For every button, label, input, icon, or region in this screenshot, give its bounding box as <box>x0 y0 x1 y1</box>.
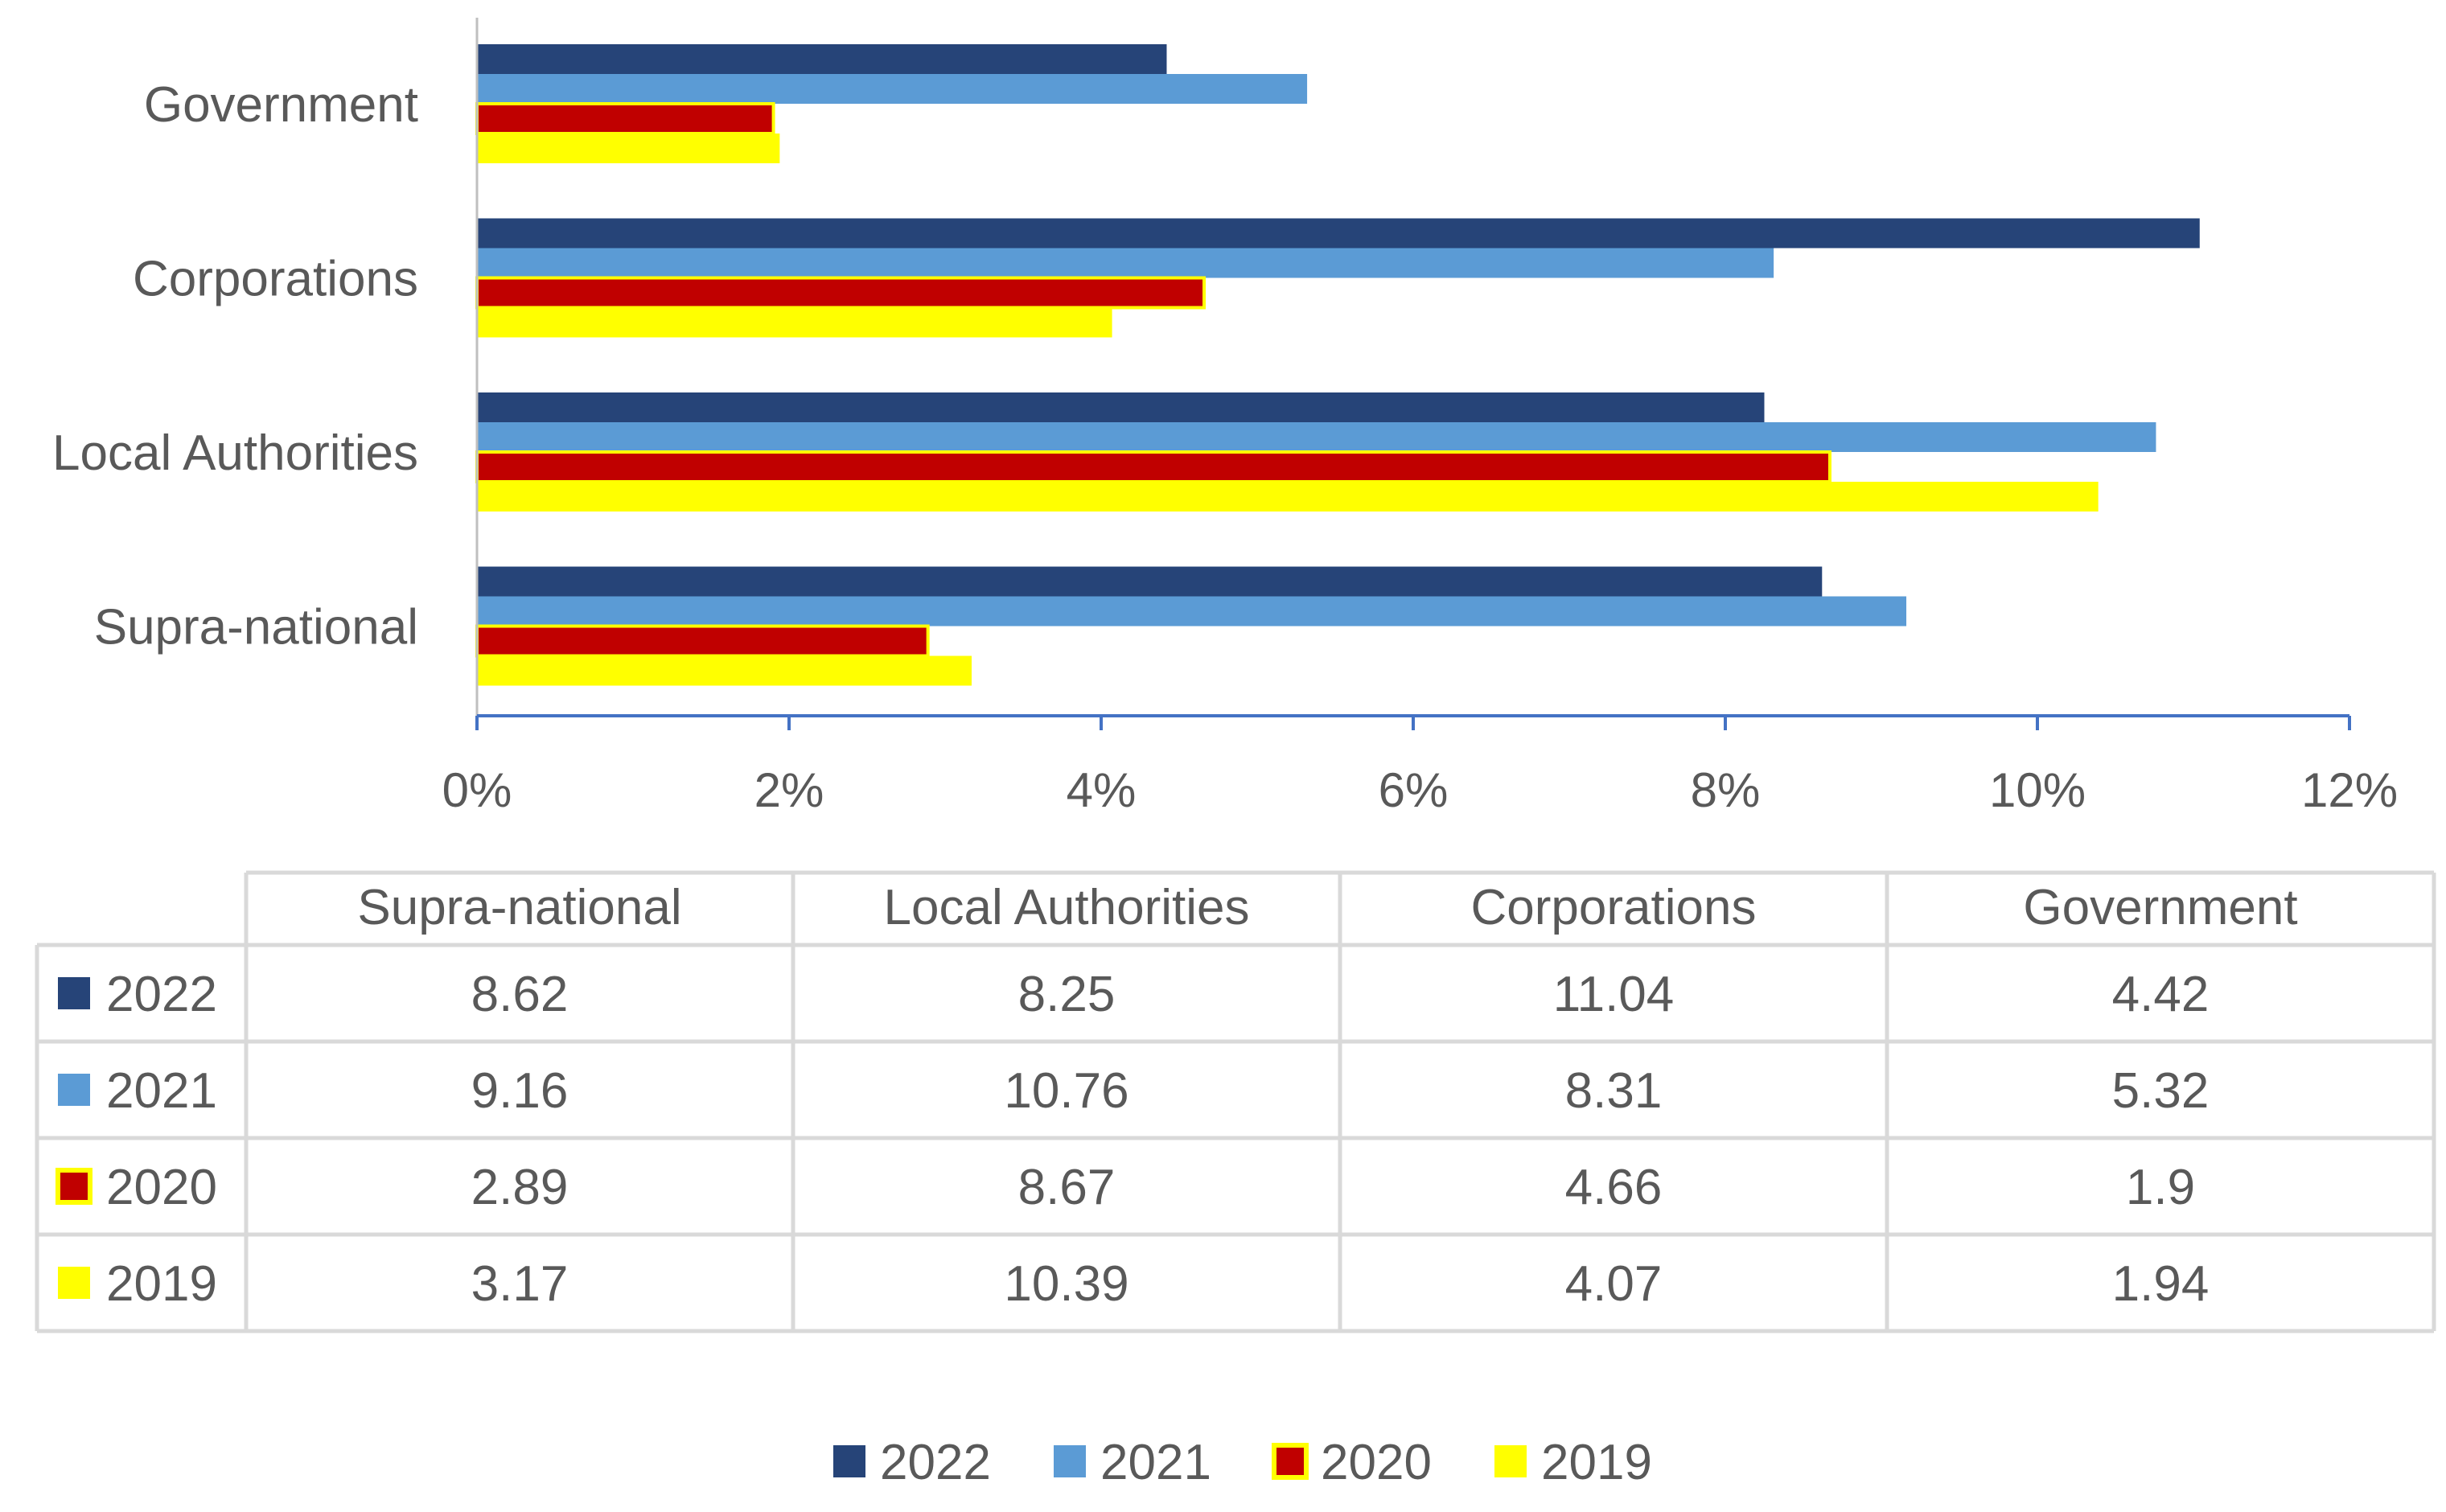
bar-government-2020 <box>475 102 775 135</box>
axes-group <box>475 18 2351 730</box>
table-key-2019 <box>58 1267 90 1299</box>
bar-corporations-2021 <box>477 248 1774 278</box>
x-tick-label: 4% <box>1067 763 1137 817</box>
category-label-supra-national: Supra-national <box>94 600 418 655</box>
table-key-2020 <box>55 1168 92 1205</box>
table-cell-2021-corporations: 8.31 <box>1565 1063 1663 1119</box>
x-tick-label: 2% <box>754 763 824 817</box>
table-header-supra-national: Supra-national <box>357 880 681 935</box>
category-label-government: Government <box>144 77 418 133</box>
table-cell-2022-government: 4.42 <box>2112 967 2210 1022</box>
legend-label-2022: 2022 <box>880 1435 991 1490</box>
legend-key-2019 <box>1494 1445 1527 1477</box>
data-table: Supra-national Local Authorities Corporati… <box>35 870 2436 1333</box>
legend: 2022 2021 2020 2019 <box>833 1435 1652 1490</box>
legend-key-2021 <box>1054 1445 1086 1477</box>
table-cell-2020-government: 1.9 <box>2126 1160 2195 1215</box>
bars-group <box>475 44 2200 686</box>
bar-supra-national-2022 <box>477 566 1823 597</box>
bar-local-authorities-2020 <box>475 450 1831 483</box>
table-row-label-2020: 2020 <box>106 1160 217 1215</box>
legend-label-2021: 2021 <box>1100 1435 1211 1490</box>
table-cell-2020-local-authorities: 8.67 <box>1018 1160 1116 1215</box>
table-cell-2019-local-authorities: 10.39 <box>1004 1256 1128 1312</box>
x-tick-label: 8% <box>1691 763 1761 817</box>
table-key-2021 <box>58 1074 90 1106</box>
legend-key-2022 <box>833 1445 865 1477</box>
bar-corporations-2020 <box>475 276 1207 310</box>
bar-government-2021 <box>477 74 1308 104</box>
x-tick-label: 10% <box>1989 763 2086 817</box>
category-label-corporations: Corporations <box>133 252 418 307</box>
table-cell-2021-supra-national: 9.16 <box>471 1063 569 1119</box>
table-header-corporations: Corporations <box>1471 880 1757 935</box>
bar-local-authorities-2022 <box>477 392 1765 422</box>
table-cell-2019-supra-national: 3.17 <box>471 1256 569 1312</box>
table-key-2022 <box>58 977 90 1009</box>
legend-label-2020: 2020 <box>1321 1435 1432 1490</box>
table-row-label-2021: 2021 <box>106 1063 217 1119</box>
legend-label-2019: 2019 <box>1541 1435 1652 1490</box>
category-labels-group: Supra-national Local Authorities Corporati… <box>52 77 418 655</box>
category-label-local-authorities: Local Authorities <box>52 425 418 481</box>
table-cell-2019-corporations: 4.07 <box>1565 1256 1663 1312</box>
bar-local-authorities-2019 <box>477 482 2099 512</box>
bar-corporations-2019 <box>477 307 1112 338</box>
bar-corporations-2022 <box>477 218 2200 249</box>
x-tick-labels-group: 0% 2% 4% 6% 8% 10% 12% <box>442 763 2398 817</box>
bar-supra-national-2020 <box>475 624 930 658</box>
bar-supra-national-2019 <box>477 655 972 686</box>
table-cell-2022-supra-national: 8.62 <box>471 967 569 1022</box>
table-header-local-authorities: Local Authorities <box>884 880 1250 935</box>
bar-supra-national-2021 <box>477 596 1907 627</box>
table-cell-2020-corporations: 4.66 <box>1565 1160 1663 1215</box>
bar-government-2022 <box>477 44 1167 74</box>
table-cell-2019-government: 1.94 <box>2112 1256 2210 1312</box>
table-cell-2021-local-authorities: 10.76 <box>1004 1063 1128 1119</box>
table-row-label-2022: 2022 <box>106 967 217 1022</box>
table-cell-2022-corporations: 11.04 <box>1553 967 1675 1022</box>
table-row-label-2019: 2019 <box>106 1256 217 1312</box>
table-cell-2022-local-authorities: 8.25 <box>1018 967 1116 1022</box>
bar-government-2019 <box>477 134 780 163</box>
x-tick-label: 6% <box>1379 763 1449 817</box>
x-tick-label: 0% <box>442 763 512 817</box>
bar-local-authorities-2021 <box>477 422 2156 452</box>
x-tick-label: 12% <box>2301 763 2398 817</box>
legend-key-2020 <box>1272 1443 1309 1480</box>
table-cell-2021-government: 5.32 <box>2112 1063 2210 1119</box>
table-cell-2020-supra-national: 2.89 <box>471 1160 569 1215</box>
table-header-government: Government <box>2023 880 2297 935</box>
